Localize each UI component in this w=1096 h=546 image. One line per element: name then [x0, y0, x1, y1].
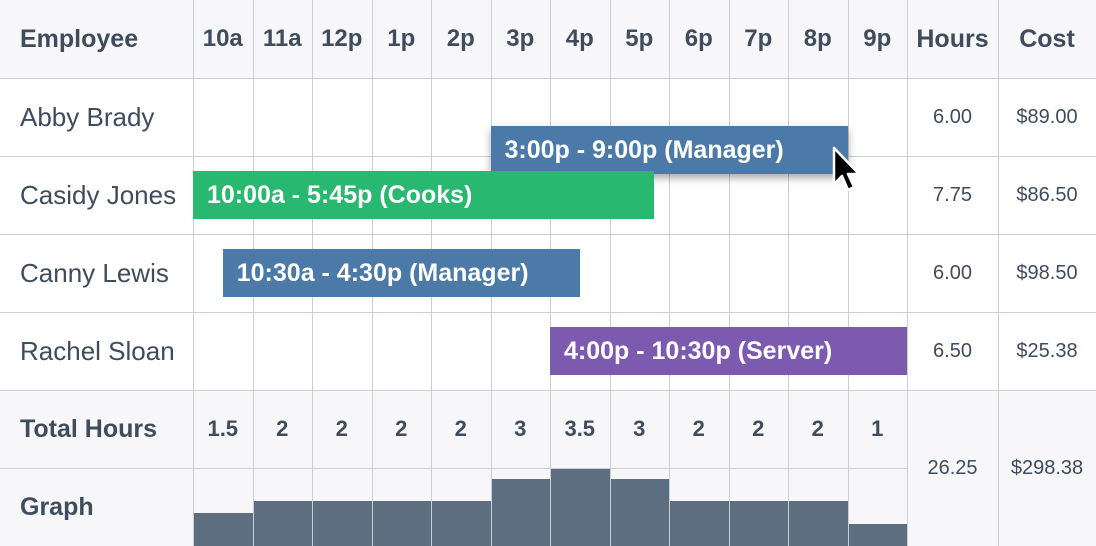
header-row-bg: [0, 0, 1096, 78]
graph-bar: [728, 501, 788, 546]
grid-line: [610, 0, 611, 546]
grid-line: [0, 78, 1096, 79]
grid-line: [0, 468, 907, 469]
time-column-header: 10a: [202, 25, 243, 52]
time-column-header: 11a: [262, 25, 302, 52]
shift-block[interactable]: 10:30a - 4:30p (Manager): [222, 249, 580, 297]
hourly-total: 2: [692, 416, 705, 441]
total-hours-label: Total Hours: [20, 414, 158, 443]
grid-line: [0, 312, 1096, 313]
employee-hours: 6.00: [933, 261, 972, 284]
time-column-header: 1p: [387, 25, 416, 52]
time-column-header: 6p: [684, 25, 713, 52]
graph-bar: [847, 524, 907, 546]
grid-line: [788, 0, 789, 546]
graph-bar: [550, 468, 610, 546]
hourly-total: 3: [514, 416, 527, 441]
hourly-total: 2: [752, 416, 765, 441]
hourly-total: 2: [395, 416, 408, 441]
cost-header: Cost: [1019, 24, 1075, 53]
employee-hours: 7.75: [933, 183, 972, 206]
grid-line: [0, 234, 1096, 235]
graph-bar: [609, 479, 669, 546]
graph-bar: [312, 501, 372, 546]
graph-bar: [788, 501, 848, 546]
time-column-header: 5p: [625, 25, 654, 52]
grid-line: [0, 390, 1096, 391]
grid-line: [998, 0, 999, 546]
employee-name[interactable]: Abby Brady: [20, 101, 155, 132]
time-column-header: 3p: [506, 25, 535, 52]
shift-block[interactable]: 10:00a - 5:45p (Cooks): [193, 171, 655, 219]
employee-name[interactable]: Canny Lewis: [20, 257, 169, 288]
time-column-header: 4p: [565, 25, 594, 52]
graph-label: Graph: [20, 492, 94, 521]
hourly-total: 2: [276, 416, 289, 441]
hourly-total: 2: [454, 416, 467, 441]
employee-cost: $86.50: [1016, 183, 1078, 206]
time-column-header: 8p: [803, 25, 832, 52]
graph-bar: [193, 513, 253, 546]
employee-hours: 6.00: [933, 105, 972, 128]
graph-bar: [490, 479, 550, 546]
grid-line: [848, 0, 849, 546]
graph-bar: [431, 501, 491, 546]
employee-name[interactable]: Casidy Jones: [20, 179, 177, 210]
graph-bar: [669, 501, 729, 546]
mouse-pointer-icon: [832, 146, 861, 192]
time-column-header: 12p: [321, 25, 363, 52]
hourly-total: 2: [811, 416, 824, 441]
hourly-total: 1.5: [207, 416, 239, 441]
graph-bar: [252, 501, 312, 546]
grand-total-hours: 26.25: [927, 456, 978, 479]
hourly-total: 3: [633, 416, 646, 441]
employee-header: Employee: [20, 24, 139, 53]
graph-bar: [371, 501, 431, 546]
hourly-total: 2: [335, 416, 348, 441]
shift-block[interactable]: 3:00p - 9:00p (Manager): [490, 126, 848, 174]
time-column-header: 2p: [446, 25, 475, 52]
hours-header: Hours: [916, 24, 989, 53]
employee-name[interactable]: Rachel Sloan: [20, 335, 175, 366]
hourly-total: 3.5: [564, 416, 596, 441]
time-column-header: 7p: [744, 25, 773, 52]
shift-block[interactable]: 4:00p - 10:30p (Server): [550, 327, 907, 375]
grand-total-cost: $298.38: [1010, 456, 1084, 479]
employee-cost: $25.38: [1016, 339, 1078, 362]
employee-cost: $89.00: [1016, 105, 1078, 128]
hourly-total: 1: [871, 416, 884, 441]
grid-line: [907, 0, 908, 546]
grid-line: [193, 0, 194, 546]
employee-cost: $98.50: [1016, 261, 1078, 284]
grid-line: [729, 0, 730, 546]
time-column-header: 9p: [863, 25, 892, 52]
employee-hours: 6.50: [933, 339, 972, 362]
grid-line: [669, 0, 670, 546]
